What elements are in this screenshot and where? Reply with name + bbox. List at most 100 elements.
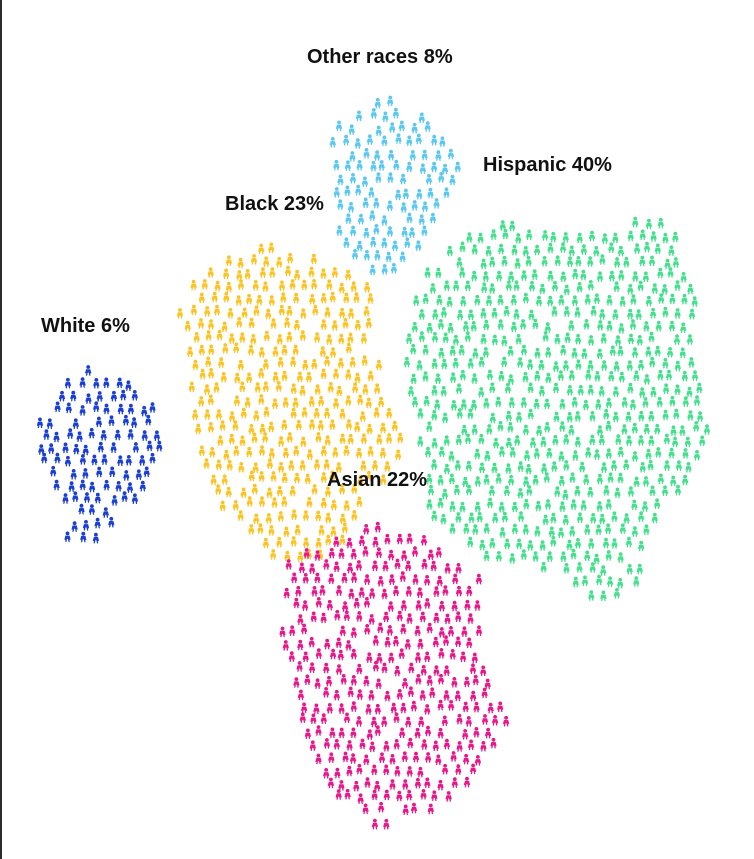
person-icon-white xyxy=(93,401,100,413)
person-icon-hispanic xyxy=(680,322,687,334)
person-icon-black xyxy=(276,334,283,345)
person-icon-asian xyxy=(338,780,345,791)
person-icon-other-races xyxy=(408,227,416,239)
person-icon-asian xyxy=(437,727,444,739)
person-icon-black xyxy=(252,280,259,291)
person-icon-other-races xyxy=(355,110,363,122)
person-icon-white xyxy=(103,403,110,415)
person-icon-asian xyxy=(437,699,444,711)
person-icon-asian xyxy=(389,779,396,790)
person-icon-hispanic xyxy=(504,382,511,394)
person-icon-hispanic xyxy=(662,409,669,421)
person-icon-hispanic xyxy=(442,332,449,344)
person-icon-hispanic xyxy=(581,575,589,587)
person-icon-hispanic xyxy=(609,345,616,357)
person-icon-hispanic xyxy=(526,485,533,496)
person-icon-hispanic xyxy=(614,257,621,268)
person-icon-other-races xyxy=(400,202,407,213)
person-icon-asian xyxy=(295,585,302,597)
person-icon-hispanic xyxy=(563,460,570,471)
person-icon-black xyxy=(293,445,300,457)
person-icon-asian xyxy=(285,559,292,570)
person-icon-hispanic xyxy=(693,395,701,406)
person-icon-hispanic xyxy=(522,292,529,304)
person-icon-black xyxy=(272,371,279,383)
person-icon-hispanic xyxy=(467,309,474,321)
person-icon-white xyxy=(82,520,90,531)
person-icon-hispanic xyxy=(612,232,619,244)
person-icon-hispanic xyxy=(478,462,486,474)
person-icon-other-races xyxy=(421,225,428,237)
person-icon-hispanic xyxy=(637,280,644,292)
person-icon-hispanic xyxy=(655,320,662,332)
person-icon-hispanic xyxy=(527,359,534,370)
person-icon-hispanic xyxy=(431,332,439,343)
person-icon-hispanic xyxy=(603,408,610,420)
person-icon-black xyxy=(278,304,285,316)
person-icon-hispanic xyxy=(501,335,508,347)
person-icon-white xyxy=(97,441,104,453)
person-icon-black xyxy=(379,447,386,459)
person-icon-hispanic xyxy=(672,257,679,268)
person-icon-hispanic xyxy=(657,369,664,381)
person-icon-hispanic xyxy=(658,293,665,304)
person-icon-asian xyxy=(368,614,375,625)
person-icon-hispanic xyxy=(686,334,693,345)
person-icon-white xyxy=(79,405,86,416)
person-icon-hispanic xyxy=(552,361,560,372)
person-icon-black xyxy=(315,537,322,549)
person-icon-hispanic xyxy=(443,280,450,292)
cluster-white xyxy=(36,365,163,544)
person-icon-asian xyxy=(357,793,364,805)
person-icon-other-races xyxy=(333,159,340,171)
person-icon-asian xyxy=(383,789,390,801)
person-icon-hispanic xyxy=(623,459,630,471)
person-icon-asian xyxy=(342,751,349,763)
person-icon-hispanic xyxy=(596,425,603,436)
person-icon-asian xyxy=(296,661,303,672)
person-icon-other-races xyxy=(402,188,409,200)
person-icon-other-races xyxy=(433,198,440,209)
person-icon-other-races xyxy=(381,215,388,226)
person-icon-hispanic xyxy=(595,524,602,536)
person-icon-other-races xyxy=(399,251,406,263)
person-icon-hispanic xyxy=(682,474,689,486)
person-icon-black xyxy=(325,534,332,546)
person-icon-asian xyxy=(374,703,381,715)
person-icon-hispanic xyxy=(459,241,466,253)
person-icon-hispanic xyxy=(562,514,569,526)
person-icon-hispanic xyxy=(456,257,463,268)
person-icon-hispanic xyxy=(687,283,694,295)
person-icon-other-races xyxy=(418,112,425,124)
person-icon-asian xyxy=(323,662,330,674)
person-icon-other-races xyxy=(345,213,352,225)
person-icon-asian xyxy=(313,703,320,715)
person-icon-hispanic xyxy=(465,484,473,496)
person-icon-asian xyxy=(473,727,480,738)
person-icon-black xyxy=(348,308,355,319)
person-icon-asian xyxy=(417,638,424,650)
person-icon-hispanic xyxy=(440,513,447,525)
person-icon-black xyxy=(314,384,321,395)
person-icon-hispanic xyxy=(625,411,632,423)
person-icon-hispanic xyxy=(505,280,512,291)
person-icon-black xyxy=(236,317,243,328)
cluster-asian xyxy=(279,521,510,830)
person-icon-asian xyxy=(399,727,406,739)
person-icon-black xyxy=(221,474,228,486)
person-icon-hispanic xyxy=(550,512,557,524)
person-icon-asian xyxy=(386,625,393,636)
person-icon-other-races xyxy=(361,176,368,188)
person-icon-black xyxy=(246,293,253,305)
person-icon-black xyxy=(207,394,214,406)
person-icon-asian xyxy=(358,535,365,547)
person-icon-black xyxy=(313,459,321,470)
person-icon-hispanic xyxy=(669,395,676,407)
person-icon-black xyxy=(192,359,199,371)
person-icon-black xyxy=(329,470,336,482)
person-icon-asian xyxy=(427,803,434,815)
person-icon-black xyxy=(286,305,293,317)
person-icon-asian xyxy=(470,763,477,775)
person-icon-hispanic xyxy=(603,485,610,496)
person-icon-hispanic xyxy=(648,411,655,422)
